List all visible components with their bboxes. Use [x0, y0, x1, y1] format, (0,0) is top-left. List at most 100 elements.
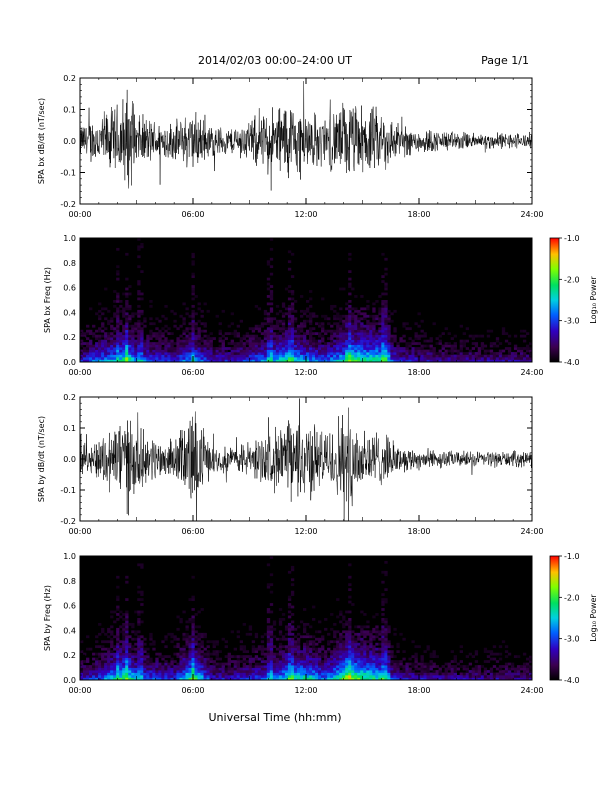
spectrogram-cell [468, 334, 473, 338]
spectrogram-cell [203, 662, 207, 666]
spectrogram-cell [203, 657, 207, 661]
colorbar-tick-label: -4.0 [564, 676, 580, 685]
spectrogram-cell [348, 327, 352, 331]
spectrogram-cell [185, 344, 189, 348]
spectrogram-cell [309, 304, 313, 308]
spectrogram-cell [104, 675, 108, 678]
spectrogram-cell [86, 675, 90, 678]
spectrogram-cell [119, 640, 123, 644]
spectrogram-cell [519, 665, 524, 668]
spectrogram-cell [290, 334, 295, 338]
spectrogram-cell [375, 300, 379, 303]
spectrogram-cell [254, 647, 259, 651]
spectrogram-cell [248, 342, 253, 345]
spectrogram-cell [122, 665, 126, 668]
spectrogram-cell [221, 349, 225, 353]
spectrogram-cell [152, 332, 156, 336]
spectrogram-cell [296, 667, 301, 671]
spectrogram-cell [149, 342, 153, 345]
spectrogram-cell [92, 662, 96, 666]
spectrogram-cell [143, 660, 147, 663]
spectrogram-cell [293, 657, 298, 661]
spectrogram-cell [408, 342, 412, 345]
spectrogram-cell [513, 655, 518, 658]
spectrogram-cell [423, 332, 427, 336]
spectrogram-cell [191, 329, 195, 333]
colorbar-tick-label: -1.0 [564, 552, 580, 561]
spectrogram-cell [161, 349, 165, 353]
spectrogram-cell [251, 675, 256, 678]
spectrogram-cell [299, 660, 304, 663]
spectrogram-cell [312, 657, 316, 661]
spectrogram-cell [426, 352, 430, 355]
spectrogram-cell [101, 675, 105, 678]
spectrogram-cell [251, 359, 256, 363]
spectrogram-cell [125, 637, 129, 641]
spectrogram-cell [456, 675, 460, 678]
spectrogram-cell [333, 667, 337, 671]
spectrogram-cell [191, 324, 195, 328]
spectrogram-cell [107, 657, 111, 661]
spectrogram-cell [393, 327, 397, 331]
spectrogram-cell [236, 349, 240, 353]
spectrogram-cell [116, 342, 120, 345]
spectrogram-cell [290, 652, 295, 656]
spectrogram-cell [119, 670, 123, 673]
spectrogram-cell [342, 334, 346, 338]
spectrogram-cell [381, 675, 385, 678]
spectrogram-cell [167, 655, 171, 658]
spectrogram-cell [525, 667, 530, 671]
spectrogram-cell [387, 319, 391, 323]
spectrogram-cell [173, 359, 177, 363]
spectrogram-cell [399, 359, 403, 363]
spectrogram-cell [281, 354, 286, 358]
spectrogram-cell [423, 677, 427, 681]
spectrogram-cell [450, 357, 454, 360]
spectrogram-cell [525, 349, 530, 353]
spectrogram-cell [86, 672, 90, 676]
spectrogram-cell [122, 327, 126, 331]
spectrogram-cell [321, 635, 325, 639]
spectrogram-cell [212, 670, 216, 673]
spectrogram-cell [281, 652, 286, 656]
spectrogram-cell [152, 349, 156, 353]
spectrogram-cell [143, 352, 147, 355]
spectrogram-cell [287, 655, 292, 658]
spectrogram-cell [510, 352, 515, 355]
spectrogram-cell [128, 319, 132, 323]
spectrogram-cell [260, 359, 265, 363]
spectrogram-cell [384, 660, 388, 663]
spectrogram-cell [203, 635, 207, 639]
by-trace [79, 398, 533, 522]
spectrogram-cell [101, 344, 105, 348]
spectrogram-cell [447, 349, 451, 353]
spectrogram-cell [131, 670, 135, 673]
spectrogram-cell [182, 337, 186, 340]
spectrogram-cell [339, 672, 343, 676]
spectrogram-cell [212, 665, 216, 668]
page-number: Page 1/1 [481, 54, 529, 67]
spectrogram-cell [315, 332, 319, 336]
spectrogram-cell [375, 317, 379, 321]
spectrogram-cell [390, 344, 394, 348]
spectrogram-cell [345, 337, 349, 340]
spectrogram-cell [236, 324, 240, 328]
spectrogram-cell [387, 337, 391, 340]
spectrogram-cell [230, 332, 234, 336]
spectrogram-cell [381, 570, 385, 574]
spectrogram-cell [278, 354, 283, 358]
spectrogram-cell [468, 672, 473, 676]
spectrogram-cell [122, 635, 126, 639]
spectrogram-cell [345, 317, 349, 321]
spectrogram-cell [146, 647, 150, 651]
spectrogram-cell [140, 667, 144, 671]
spectrogram-cell [206, 357, 210, 360]
spectrogram-cell [116, 322, 120, 326]
spectrogram-cell [125, 329, 129, 333]
spectrogram-cell [134, 657, 138, 661]
spectrogram-cell [266, 583, 271, 587]
spectrogram-cell [254, 655, 259, 658]
spectrogram-cell [242, 359, 247, 363]
spectrogram-cell [290, 352, 295, 355]
spectrogram-cell [92, 324, 96, 328]
